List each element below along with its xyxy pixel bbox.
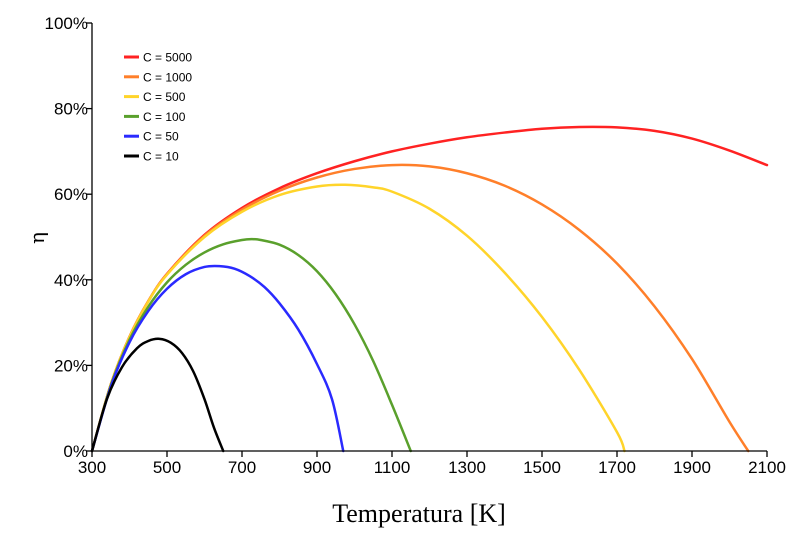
legend-label-2: C = 500 bbox=[143, 90, 186, 104]
y-ticks: 0% 20% 40% 60% 80% 100% bbox=[45, 14, 92, 461]
legend-label-4: C = 50 bbox=[143, 130, 179, 144]
series-line-5 bbox=[90, 337, 225, 453]
series-line-4 bbox=[90, 264, 345, 453]
y-tick-label: 80% bbox=[54, 100, 88, 119]
x-tick-label: 1100 bbox=[374, 458, 411, 477]
y-axis-label: η bbox=[25, 232, 49, 244]
x-axis-label: Temperatura [K] bbox=[332, 499, 506, 528]
series-line-3 bbox=[90, 237, 412, 453]
x-tick-label: 1300 bbox=[448, 458, 486, 477]
legend-label-1: C = 1000 bbox=[143, 70, 192, 84]
series-line-1 bbox=[90, 163, 750, 453]
series-line-2 bbox=[90, 183, 626, 453]
x-tick-label: 2100 bbox=[748, 458, 786, 477]
series-lines bbox=[90, 125, 769, 453]
legend-label-5: C = 10 bbox=[143, 150, 179, 164]
legend-label-3: C = 100 bbox=[143, 110, 186, 124]
y-tick-label: 100% bbox=[45, 14, 88, 33]
y-tick-label: 0% bbox=[63, 442, 88, 461]
x-ticks: 300 500 700 900 1100 1300 1500 1700 1900 2100 bbox=[78, 451, 786, 477]
legend-label-0: C = 5000 bbox=[143, 51, 192, 65]
x-tick-label: 700 bbox=[228, 458, 256, 477]
y-tick-label: 40% bbox=[54, 271, 88, 290]
series-line-0 bbox=[90, 125, 769, 453]
x-tick-label: 300 bbox=[78, 458, 106, 477]
x-tick-label: 1500 bbox=[523, 458, 561, 477]
x-tick-label: 1900 bbox=[673, 458, 711, 477]
y-tick-label: 60% bbox=[54, 185, 88, 204]
x-tick-label: 1700 bbox=[598, 458, 636, 477]
legend: C = 5000 C = 1000 C = 500 C = 100 C = 50 C = … bbox=[124, 51, 192, 164]
x-tick-label: 900 bbox=[303, 458, 331, 477]
y-tick-label: 20% bbox=[54, 356, 88, 375]
x-tick-label: 500 bbox=[153, 458, 181, 477]
